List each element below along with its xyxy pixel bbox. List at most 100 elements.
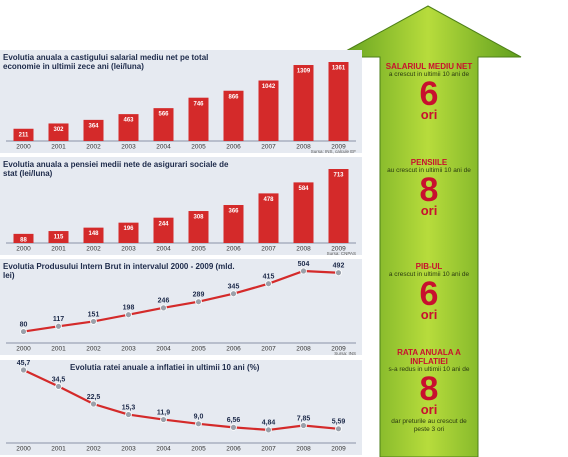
line xyxy=(23,269,339,333)
value-label: 504 xyxy=(298,261,310,268)
sidebar-note: dar preturile au crescut de peste 3 ori xyxy=(391,418,467,433)
bar xyxy=(258,193,279,243)
sidebar-text: a crescut in ultimii 10 ani de xyxy=(388,271,470,278)
bar xyxy=(118,114,139,141)
bar xyxy=(293,182,314,243)
x-tick-label: 2005 xyxy=(191,144,206,151)
sidebar-unit: ori xyxy=(420,203,438,218)
value-label: 151 xyxy=(88,311,100,318)
x-tick-label: 2009 xyxy=(331,144,346,151)
chart-title: Evolutia anuala a pensiei medii nete de … xyxy=(3,160,229,178)
x-tick-label: 2005 xyxy=(191,346,206,353)
sidebar-text: s-a redus in ultimii 10 ani de xyxy=(388,366,470,373)
bar xyxy=(188,97,209,141)
x-tick-label: 2001 xyxy=(51,144,66,151)
point xyxy=(125,311,132,319)
bar xyxy=(223,205,244,243)
bar xyxy=(223,90,244,141)
chart-title: Evolutia Produsului Intern Brut in inter… xyxy=(3,262,235,280)
value-label: 463 xyxy=(123,118,134,124)
sidebar-unit: ori xyxy=(420,107,438,122)
bar xyxy=(13,233,34,243)
point xyxy=(125,411,132,418)
x-tick-label: 2009 xyxy=(331,246,346,253)
bar xyxy=(83,227,104,243)
value-label: 1042 xyxy=(262,84,276,90)
x-tick-label: 2007 xyxy=(261,446,276,453)
value-label: 5,59 xyxy=(332,419,346,426)
value-label: 6,56 xyxy=(227,417,241,424)
value-label: 244 xyxy=(158,221,169,227)
bar xyxy=(13,128,34,141)
value-label: 15,3 xyxy=(122,404,136,411)
x-tick-label: 2006 xyxy=(226,346,241,353)
bar xyxy=(188,211,209,243)
x-tick-label: 2001 xyxy=(51,246,66,253)
x-tick-label: 2002 xyxy=(86,446,101,453)
source-note: Sursa: INS, calcule EF xyxy=(311,149,357,154)
bar xyxy=(328,62,349,141)
x-tick-label: 2006 xyxy=(226,246,241,253)
x-tick-label: 2003 xyxy=(121,346,136,353)
source-note: Sursa: INS xyxy=(334,351,356,356)
value-label: 713 xyxy=(333,173,344,179)
value-label: 308 xyxy=(193,215,204,221)
value-label: 4,84 xyxy=(262,420,276,427)
x-tick-label: 2001 xyxy=(51,346,66,353)
value-label: 211 xyxy=(19,132,29,138)
chart-panel xyxy=(0,360,362,455)
x-tick-label: 2007 xyxy=(261,246,276,253)
value-label: 345 xyxy=(228,284,240,291)
sidebar-number: 8 xyxy=(419,370,439,408)
value-label: 115 xyxy=(54,235,64,241)
value-label: 415 xyxy=(263,274,275,281)
x-tick-label: 2008 xyxy=(296,346,311,353)
value-label: 80 xyxy=(20,321,28,328)
x-tick-label: 2000 xyxy=(16,446,31,453)
x-tick-label: 2008 xyxy=(296,446,311,453)
x-tick-label: 2006 xyxy=(226,144,241,151)
source-note: Sursa: CNPAS xyxy=(327,251,356,256)
sidebar-text: au crescut in ultimii 10 ani de xyxy=(387,167,471,174)
point xyxy=(265,280,272,288)
value-label: 1361 xyxy=(332,66,346,72)
bar xyxy=(293,65,314,141)
value-label: 1309 xyxy=(297,69,311,75)
value-label: 566 xyxy=(158,112,169,118)
x-tick-label: 2004 xyxy=(156,346,171,353)
value-label: 302 xyxy=(53,127,64,133)
bar xyxy=(258,80,279,141)
point xyxy=(195,298,202,306)
x-tick-label: 2001 xyxy=(51,446,66,453)
value-label: 198 xyxy=(123,305,135,312)
x-tick-label: 2004 xyxy=(156,446,171,453)
sidebar-panel: PENSIILE au crescut in ultimii 10 ani de 8… xyxy=(383,158,475,217)
x-tick-label: 2002 xyxy=(86,346,101,353)
line xyxy=(23,369,339,432)
sidebar-number: 8 xyxy=(419,171,439,209)
sidebar-heading: PIB-UL xyxy=(415,262,443,271)
x-tick-label: 2009 xyxy=(331,346,346,353)
point xyxy=(230,290,237,298)
value-label: 117 xyxy=(53,316,64,323)
point xyxy=(230,423,237,431)
value-label: 9,0 xyxy=(194,414,204,421)
sidebar-panel: SALARIUL MEDIU NET a crescut in ultimii 1… xyxy=(383,62,475,121)
x-tick-label: 2005 xyxy=(191,446,206,453)
value-label: 289 xyxy=(193,292,205,299)
value-label: 866 xyxy=(228,94,239,100)
value-label: 364 xyxy=(88,123,99,129)
chart-panel xyxy=(0,259,362,355)
value-label: 478 xyxy=(263,197,274,203)
value-label: 45,7 xyxy=(17,360,31,367)
x-tick-label: 2004 xyxy=(156,144,171,151)
sidebar-text: a crescut in ultimii 10 ani de xyxy=(388,71,470,78)
sidebar-unit: ori xyxy=(420,402,438,417)
chart-title: Evolutia anuala a castigului salarial me… xyxy=(3,53,209,71)
point xyxy=(160,304,167,312)
x-tick-label: 2000 xyxy=(16,346,31,353)
x-tick-label: 2006 xyxy=(226,446,241,453)
sidebar-panel: RATA ANUALA A INFLATIEI s-a redus in ulti… xyxy=(383,348,475,434)
